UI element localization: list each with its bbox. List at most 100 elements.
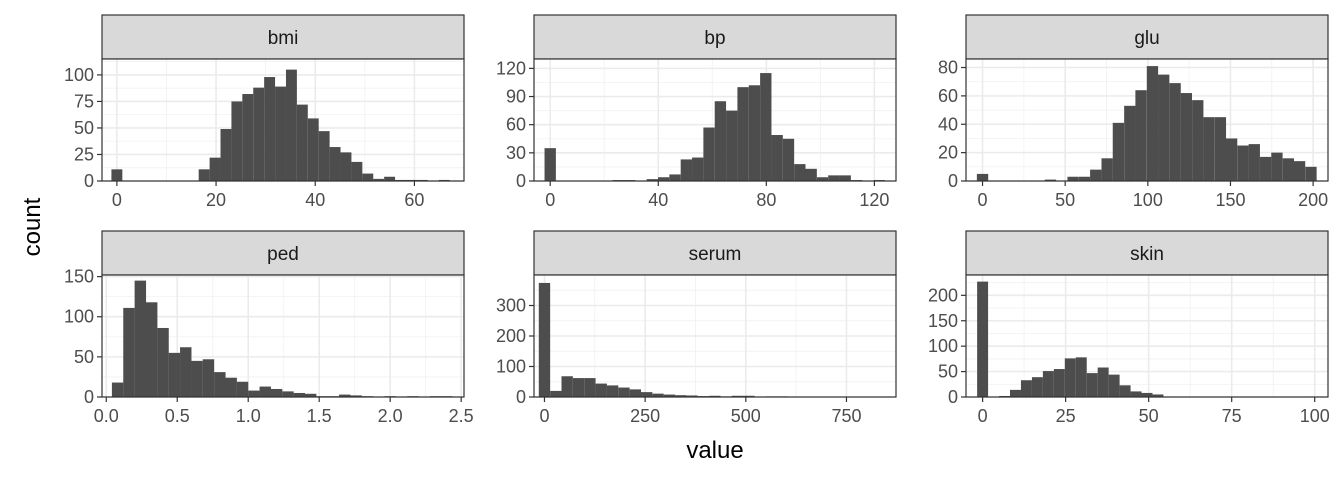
histogram-bar xyxy=(285,69,297,181)
histogram-bar xyxy=(362,173,374,181)
x-tick-label: 0 xyxy=(978,406,988,426)
histogram-bar xyxy=(1075,357,1087,397)
histogram-bar xyxy=(329,147,341,181)
histogram-bar xyxy=(794,164,806,181)
x-tick-label: 100 xyxy=(1300,406,1330,426)
x-tick-label: 150 xyxy=(1215,190,1245,210)
facet-strip xyxy=(533,14,897,60)
x-tick-label: 1.5 xyxy=(307,406,332,426)
histogram-bar xyxy=(1141,392,1153,397)
y-tick-label: 100 xyxy=(64,65,94,85)
x-tick-label: 0.0 xyxy=(94,406,119,426)
histogram-bar xyxy=(1237,145,1249,181)
histogram-bar xyxy=(111,169,123,181)
histogram-bar xyxy=(737,87,749,181)
facet-strip xyxy=(101,14,465,60)
facet-strip-label: bmi xyxy=(268,28,299,49)
panel-border xyxy=(101,274,465,398)
y-tick-label: 50 xyxy=(74,118,94,138)
histogram-bar xyxy=(805,168,817,181)
histogram-bar xyxy=(1305,166,1317,181)
histogram-bars xyxy=(111,280,453,397)
x-tick-label: 0 xyxy=(545,190,555,210)
histogram-bar xyxy=(1146,66,1159,181)
histogram-bar xyxy=(629,389,641,397)
histogram-bar xyxy=(209,157,221,181)
histogram-bar xyxy=(692,157,704,181)
histogram-bar xyxy=(259,386,271,397)
facet-strip-label: glu xyxy=(1134,28,1159,49)
x-tick-label: 120 xyxy=(859,190,889,210)
histogram-bar xyxy=(307,118,319,181)
histogram-bar xyxy=(191,360,203,397)
facet-strip xyxy=(533,230,897,276)
y-tick-label: 60 xyxy=(938,86,958,106)
histogram-bar xyxy=(782,138,795,181)
x-tick-label: 0.5 xyxy=(165,406,190,426)
histogram-bar xyxy=(1225,138,1238,181)
histogram-bar xyxy=(714,101,727,181)
x-tick-label: 200 xyxy=(1298,190,1328,210)
y-tick-label: 300 xyxy=(496,296,526,316)
x-axis-title: value xyxy=(686,437,743,464)
y-axis: 0 20 40 60 80 xyxy=(938,58,966,191)
y-tick-label: 25 xyxy=(74,144,94,164)
x-tick-label: 50 xyxy=(1055,190,1075,210)
histogram-bar xyxy=(1101,158,1113,181)
x-tick-label: 750 xyxy=(831,406,861,426)
histogram-bar xyxy=(816,177,829,181)
histogram-bar xyxy=(1086,373,1098,397)
histogram-bar xyxy=(1214,117,1227,181)
histogram-bar xyxy=(198,169,210,181)
y-tick-label: 200 xyxy=(496,326,526,346)
histogram-bar xyxy=(1248,144,1260,181)
y-axis: 0 50 100 150 200 xyxy=(928,285,966,407)
y-tick-label: 60 xyxy=(506,115,526,135)
histogram-bar xyxy=(561,376,573,397)
histogram-bar xyxy=(145,302,158,397)
facet-strip-label: serum xyxy=(689,244,742,265)
histogram-bar xyxy=(680,159,693,181)
x-axis: 0 50 100 150 200 xyxy=(978,181,1328,210)
histogram-bar xyxy=(1053,369,1065,397)
y-tick-label: 200 xyxy=(928,285,958,305)
y-tick-label: 100 xyxy=(64,307,94,327)
histogram-bar xyxy=(606,385,619,397)
histogram-bar xyxy=(304,393,317,397)
histogram-bar xyxy=(663,394,676,397)
histogram-bar xyxy=(1158,74,1170,181)
x-axis: 0.0 0.5 1.0 1.5 2.0 2.5 xyxy=(94,397,474,426)
histogram-bar xyxy=(550,390,562,397)
histogram-bar xyxy=(1271,152,1283,181)
x-tick-label: 25 xyxy=(1056,406,1076,426)
histogram-bars xyxy=(976,66,1317,181)
y-tick-label: 100 xyxy=(928,336,958,356)
histogram-bar xyxy=(1108,374,1120,397)
histogram-bar xyxy=(220,129,232,181)
histogram-bar xyxy=(293,392,306,397)
y-axis: 0 100 200 300 xyxy=(496,296,534,407)
histogram-bar xyxy=(231,101,243,181)
histogram-bars xyxy=(977,281,1317,397)
x-tick-label: 0 xyxy=(112,190,122,210)
y-tick-label: 0 xyxy=(948,387,958,407)
histogram-bar xyxy=(1260,156,1272,181)
histogram-bar xyxy=(1293,161,1306,181)
histogram-bar xyxy=(669,174,681,181)
histogram-bar xyxy=(134,280,147,397)
y-tick-label: 90 xyxy=(506,87,526,107)
x-axis: 0 40 80 120 xyxy=(545,181,889,210)
histogram-bar xyxy=(1135,90,1147,181)
x-tick-label: 1.0 xyxy=(236,406,261,426)
histogram-bar xyxy=(1067,176,1079,181)
histogram-bar xyxy=(544,148,556,181)
x-axis: 0 25 50 75 100 xyxy=(978,397,1330,426)
histogram-bar xyxy=(1192,100,1204,181)
histogram-bar xyxy=(282,391,294,397)
histogram-bar xyxy=(1078,176,1091,181)
histogram-bar xyxy=(618,387,630,397)
facet-strip-label: ped xyxy=(267,244,299,265)
panel-border xyxy=(965,274,1329,398)
histogram-bar xyxy=(248,390,260,397)
x-tick-label: 40 xyxy=(305,190,325,210)
